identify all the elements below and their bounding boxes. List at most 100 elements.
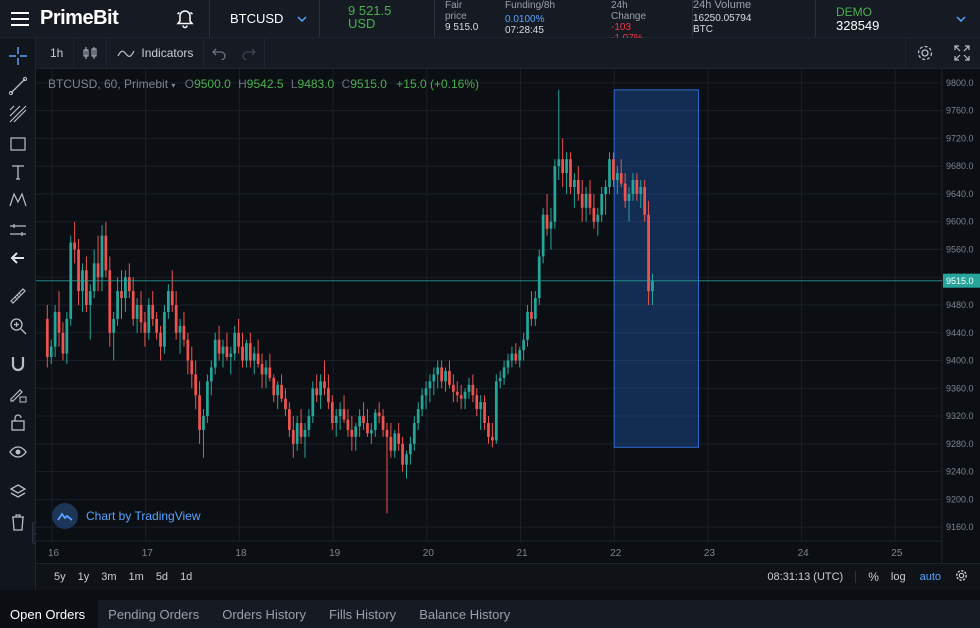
time-tick-label: 23	[704, 548, 716, 559]
candle-body	[315, 388, 319, 396]
crosshair-icon	[9, 47, 27, 65]
legend-close-label: C	[341, 77, 351, 91]
utc-clock[interactable]: 08:31:13 (UTC)	[755, 571, 857, 583]
tab-open-orders[interactable]: Open Orders	[0, 600, 99, 628]
scale-settings-button[interactable]	[949, 569, 980, 585]
candle-body	[124, 277, 127, 299]
candle-body	[311, 388, 315, 417]
price-tick-label: 9200.0	[946, 494, 974, 504]
candle-body	[190, 360, 194, 375]
measure-tool[interactable]	[6, 284, 30, 308]
object-tree-tool[interactable]	[6, 480, 30, 504]
candle-body	[233, 332, 237, 354]
legend-high-label: H	[238, 77, 247, 91]
percent-toggle[interactable]: %	[868, 570, 879, 584]
hamburger-icon	[11, 11, 29, 26]
bell-icon	[175, 9, 194, 28]
lock-tool[interactable]	[6, 410, 30, 434]
candle-body	[428, 381, 432, 389]
range-5y[interactable]: 5y	[54, 571, 66, 583]
candle-body	[260, 364, 264, 375]
candle-body	[354, 426, 358, 437]
candle-body	[506, 360, 510, 368]
magnet-tool[interactable]	[6, 352, 30, 376]
ruler-icon	[10, 288, 26, 304]
rectangle-icon	[10, 137, 26, 151]
tab-balance-history[interactable]: Balance History	[419, 606, 511, 622]
candle-body	[186, 339, 190, 361]
tab-orders-history[interactable]: Orders History	[222, 606, 307, 622]
settings-button[interactable]	[905, 37, 944, 69]
remove-drawings-tool[interactable]	[6, 510, 30, 534]
candle-body	[405, 454, 408, 465]
candle-body	[377, 412, 381, 417]
prediction-icon	[10, 224, 26, 236]
tab-fills-history[interactable]: Fills History	[329, 606, 397, 622]
redo-button[interactable]	[234, 37, 266, 69]
symbol-selector[interactable]: BTCUSD	[210, 0, 320, 37]
fullscreen-button[interactable]	[944, 38, 980, 69]
price-chart[interactable]: 9800.0 9760.0 9720.0 9680.0 9640.0 9600.0 9560…	[36, 69, 980, 563]
rectangle-tool[interactable]	[6, 132, 30, 156]
candle-body	[166, 291, 170, 312]
symbol-label: BTCUSD	[230, 11, 284, 26]
candle-body	[530, 311, 533, 319]
text-tool[interactable]	[6, 160, 30, 184]
range-1m[interactable]: 1m	[128, 571, 144, 583]
log-toggle[interactable]: log	[890, 571, 906, 583]
candle-body	[182, 325, 186, 340]
range-1d[interactable]: 1d	[180, 571, 193, 583]
undo-button[interactable]	[204, 38, 234, 69]
eye-icon	[9, 446, 27, 458]
price-tick-label: 9800.0	[946, 78, 974, 88]
legend-symbol[interactable]: BTCUSD, 60, Primebit	[48, 77, 169, 91]
notifications-button[interactable]	[160, 0, 210, 37]
fib-tool[interactable]	[6, 102, 30, 126]
interval-button[interactable]: 1h	[36, 37, 75, 69]
gear-icon	[956, 570, 967, 581]
candle-body	[45, 318, 49, 358]
legend-chevron-icon[interactable]: ▾	[171, 81, 176, 90]
candle-body	[135, 305, 139, 319]
candle-body	[608, 159, 611, 187]
pitchfork-icon	[9, 105, 27, 123]
range-1y[interactable]: 1y	[77, 571, 90, 583]
chevron-down-icon	[297, 15, 307, 22]
account-mode: DEMO	[836, 4, 872, 19]
chart-area[interactable]: 9800.0 9760.0 9720.0 9680.0 9640.0 9600.0 9560…	[36, 69, 980, 563]
candle-body	[526, 311, 529, 340]
range-5d[interactable]: 5d	[155, 571, 169, 583]
candle-body	[303, 429, 307, 437]
candle-body	[143, 322, 147, 333]
candle-body	[612, 159, 615, 181]
account-selector[interactable]: DEMO 328549	[815, 0, 980, 37]
legend-change: +15.0 (+0.16%)	[396, 77, 480, 91]
menu-button[interactable]	[0, 0, 40, 37]
stay-drawing-tool[interactable]	[6, 382, 30, 406]
crosshair-tool[interactable]	[6, 44, 30, 68]
candle-body	[487, 423, 490, 437]
candle-body	[631, 180, 635, 194]
candle-body	[627, 193, 631, 201]
zoom-tool[interactable]	[6, 314, 30, 338]
logo[interactable]: PrimeBit	[40, 7, 119, 29]
prediction-tool[interactable]	[6, 218, 30, 242]
candle-body	[92, 263, 96, 292]
fair-price-label: Fair price	[445, 0, 467, 22]
auto-toggle[interactable]: auto	[919, 571, 941, 583]
trendline-tool[interactable]	[6, 74, 30, 98]
range-3m[interactable]: 3m	[101, 571, 117, 583]
visibility-tool[interactable]	[6, 440, 30, 464]
pattern-tool[interactable]	[6, 188, 30, 212]
candle-body	[49, 346, 53, 358]
legend-low-value: 9483.0	[297, 77, 335, 91]
chart-type-button[interactable]	[74, 37, 108, 69]
time-tick-label: 19	[329, 548, 341, 559]
back-arrow-tool[interactable]	[6, 246, 30, 270]
indicators-button[interactable]: Indicators	[107, 37, 205, 69]
candle-body	[420, 395, 424, 410]
candle-body	[561, 159, 565, 174]
tab-pending-orders[interactable]: Pending Orders	[108, 606, 200, 622]
tradingview-attribution[interactable]: Chart by TradingView	[52, 503, 201, 529]
candle-body	[401, 443, 404, 465]
